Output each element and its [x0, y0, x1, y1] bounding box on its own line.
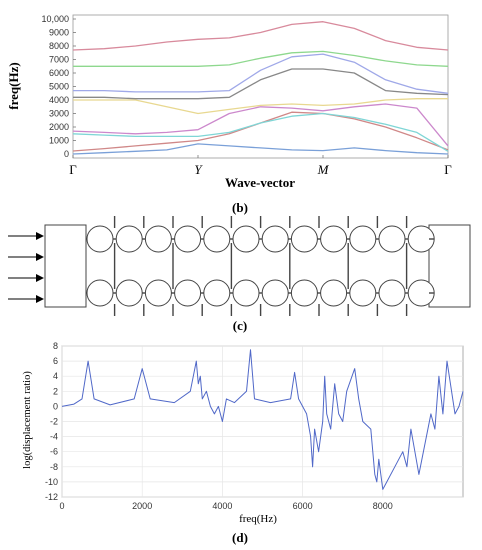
lattice-node: [115, 225, 143, 253]
chart-b-ytick-label: 3000: [49, 109, 69, 119]
lattice-node: [86, 279, 114, 307]
chart-d-ytick-label: -4: [50, 432, 58, 442]
chart-b-ylabel: freq(Hz): [6, 62, 21, 109]
lattice-node: [378, 279, 406, 307]
chart-b-xtick-label: Γ: [69, 162, 77, 177]
lattice-node: [144, 279, 172, 307]
chart-d-ytick-label: 0: [53, 401, 58, 411]
lattice-node: [203, 279, 231, 307]
chart-d-xlabel: freq(Hz): [239, 513, 277, 525]
chart-b-ytick-label: 4000: [49, 95, 69, 105]
chart-b-series-4: [73, 98, 448, 115]
lattice-node: [174, 279, 202, 307]
lattice-node: [349, 279, 377, 307]
chart-b-ytick-label: 10,000: [41, 14, 69, 24]
lattice-node: [174, 225, 202, 253]
lattice-node: [144, 225, 172, 253]
chart-d-ytick-label: 6: [53, 356, 58, 366]
left-block: [44, 224, 87, 308]
chart-d-ytick-label: -6: [50, 447, 58, 457]
chart-b-ytick-label: 0: [64, 149, 69, 159]
chart-b-series-2: [72, 112, 449, 152]
chart-d-ytick-label: 2: [53, 386, 58, 396]
chart-b-ytick-label: 5000: [49, 82, 69, 92]
panel-label-d: (d): [232, 530, 248, 545]
chart-b-xlabel: Wave-vector: [225, 175, 295, 190]
lattice-node: [232, 225, 260, 253]
chart-b: 0 1000 2000 3000 4000 5000 6000 7000 8000 9000 10,…: [6, 14, 452, 190]
chart-b-xtick-label: Y: [194, 162, 203, 177]
lattice-node: [349, 225, 377, 253]
chart-b-series-0: [72, 143, 449, 155]
lattice-node: [261, 225, 289, 253]
chart-d-ylabel: log(displacement ratio): [22, 371, 33, 469]
lattice-diagram: [8, 216, 471, 316]
lattice-node: [203, 225, 231, 253]
chart-d-xtick-label: 0: [59, 501, 64, 511]
chart-b-series-8: [72, 21, 449, 51]
chart-d-xtick-label: 4000: [212, 501, 232, 511]
lattice-node: [261, 279, 289, 307]
lattice-node: [320, 225, 348, 253]
chart-d-ytick-label: 4: [53, 371, 58, 381]
chart-d: -12 -10 -8 -6 -4 -2 0 2 4 6 8 0 2000 4000 6000 8000 lo…: [22, 341, 464, 525]
chart-b-ytick-label: 6000: [49, 68, 69, 78]
chart-b-series-7: [73, 50, 449, 67]
chart-d-ytick-label: -10: [45, 477, 58, 487]
lattice-node: [86, 225, 114, 253]
chart-d-xtick-label: 2000: [132, 501, 152, 511]
lattice-node: [320, 279, 348, 307]
right-block: [428, 224, 471, 308]
chart-d-series-0: [61, 349, 464, 490]
chart-b-ytick-label: 7000: [49, 55, 69, 65]
chart-b-ytick-label: 9000: [49, 28, 69, 38]
lattice-node: [232, 279, 260, 307]
chart-b-ytick-label: 2000: [49, 122, 69, 132]
chart-b-series-3: [72, 103, 449, 147]
chart-d-ytick-label: -2: [50, 417, 58, 427]
chart-d-xtick-label: 6000: [293, 501, 313, 511]
chart-d-ytick-label: 8: [53, 341, 58, 351]
lattice-node: [290, 279, 318, 307]
chart-b-series-1: [72, 111, 449, 152]
chart-b-xtick-label: M: [317, 162, 330, 177]
chart-d-ytick-label: -8: [50, 462, 58, 472]
chart-b-ytick-label: 8000: [49, 41, 69, 51]
chart-b-xtick-label: Γ: [444, 162, 452, 177]
arrows: [8, 232, 44, 303]
lattice-node: [378, 225, 406, 253]
chart-d-ytick-label: -12: [45, 492, 58, 502]
chart-b-series-6: [73, 53, 449, 94]
chart-d-xtick-label: 8000: [373, 501, 393, 511]
lattice-node: [115, 279, 143, 307]
panel-label-b: (b): [232, 200, 248, 215]
chart-b-series-5: [73, 68, 449, 100]
lattice-node: [290, 225, 318, 253]
chart-b-ytick-label: 1000: [49, 136, 69, 146]
panel-label-c: (c): [233, 318, 247, 333]
